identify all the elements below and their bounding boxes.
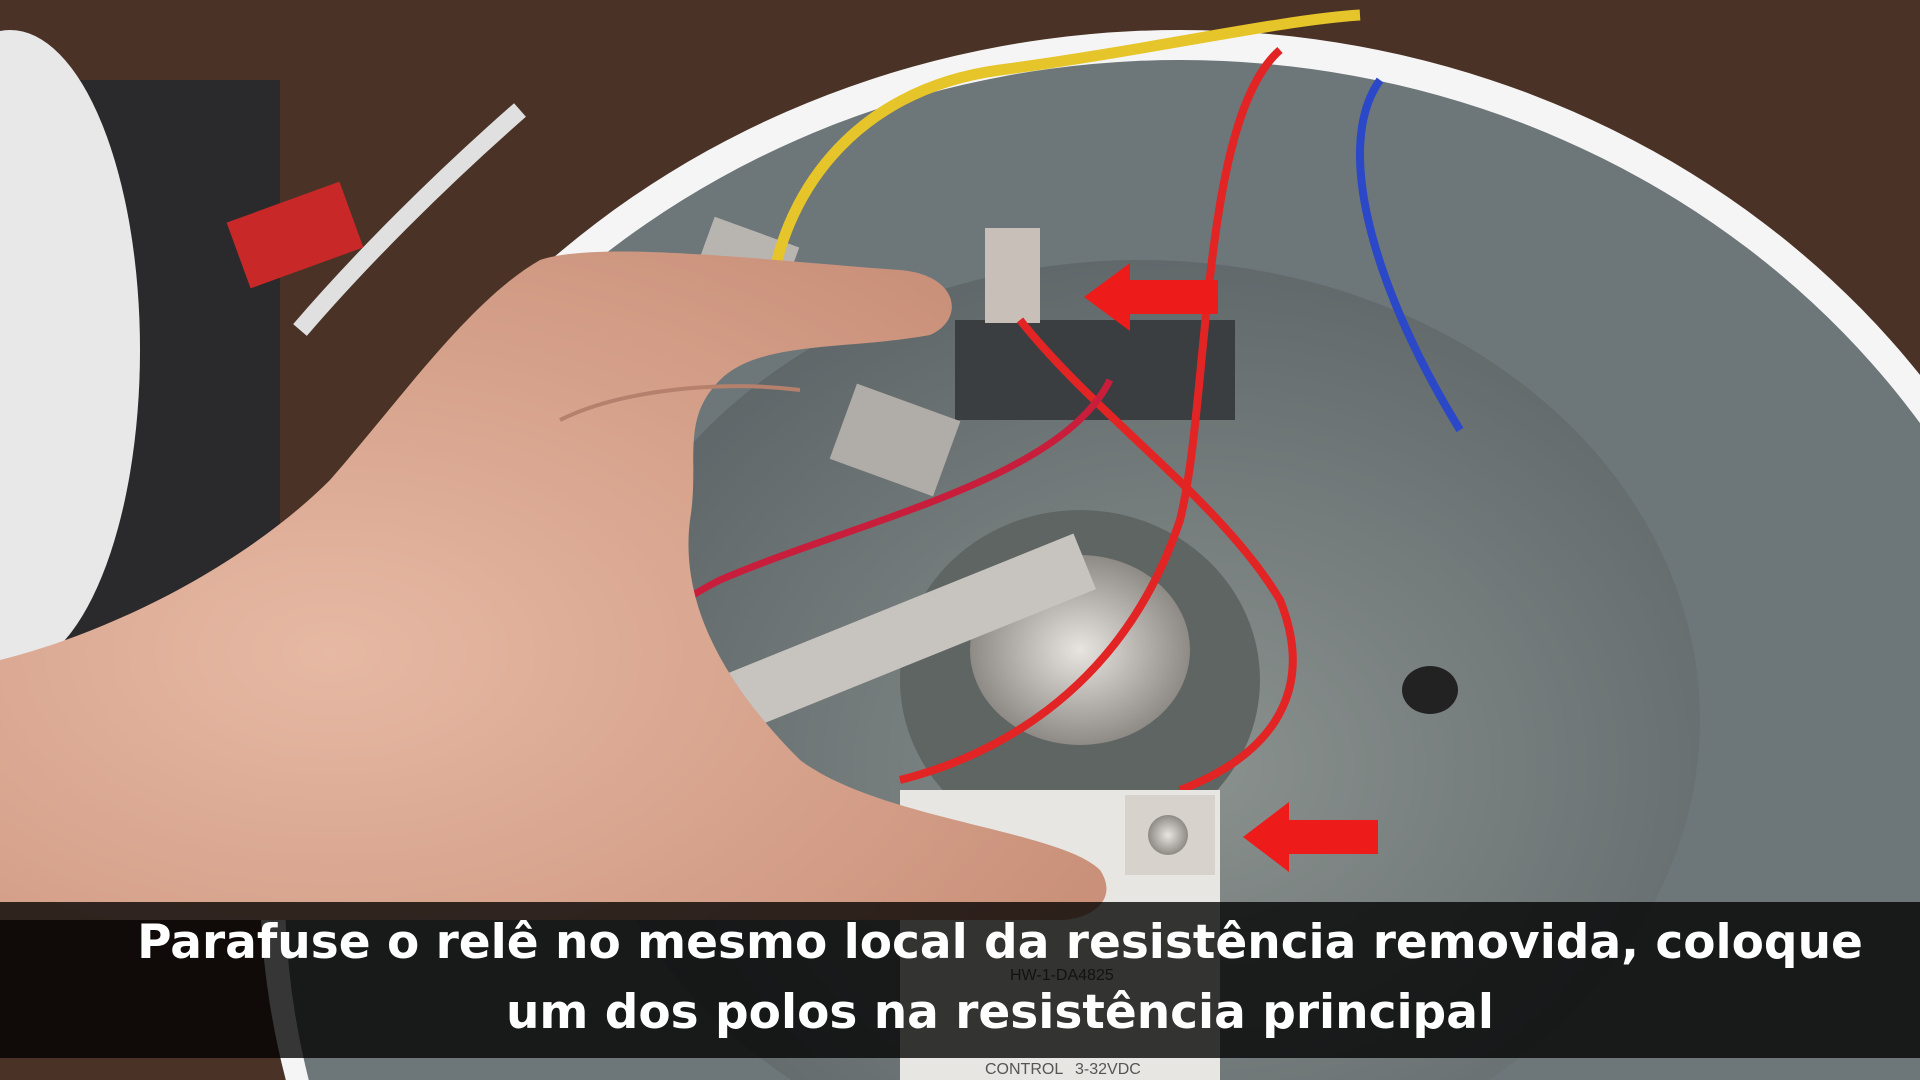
finger-line (559, 384, 801, 422)
terminal (985, 228, 1040, 323)
hole (1402, 666, 1458, 714)
arrow (1084, 263, 1218, 331)
red-wire (899, 46, 1283, 784)
relay-control: CONTROL (985, 1061, 1063, 1078)
arrow (1243, 802, 1378, 872)
screw (1148, 815, 1188, 855)
caption-line: Parafuse o relê no mesmo local da resist… (137, 915, 1863, 970)
white-cable (293, 103, 526, 336)
caption-line: um dos polos na resistência principal (506, 985, 1494, 1040)
red-label (226, 181, 364, 289)
white-object (0, 30, 140, 670)
yellow-wire (764, 9, 1361, 301)
plate (829, 383, 961, 497)
relay-voltage: 3-32VDC (1075, 1061, 1141, 1078)
lever (684, 533, 1096, 747)
caption-band (0, 902, 1920, 1058)
hand (0, 251, 1107, 920)
blue-wire (1356, 77, 1464, 433)
